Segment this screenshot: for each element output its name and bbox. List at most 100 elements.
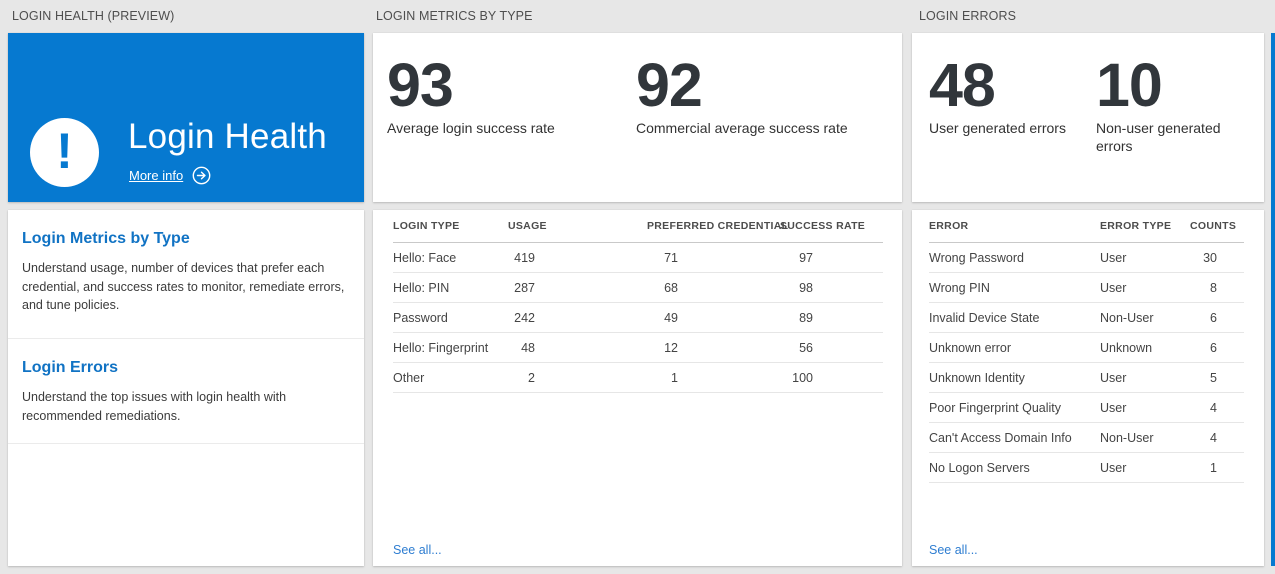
cell-error: Invalid Device State <box>929 310 1040 325</box>
table-row: Wrong Password User 30 <box>929 243 1244 273</box>
section-header-login-metrics-by-type: LOGIN METRICS BY TYPE <box>376 9 533 23</box>
metric-value: 92 <box>636 51 703 119</box>
cell-error: Poor Fingerprint Quality <box>929 400 1062 415</box>
cell-counts: 8 <box>1210 280 1217 295</box>
table-row: Unknown Identity User 5 <box>929 363 1244 393</box>
login-health-detail-panel: Login Metrics by Type Understand usage, … <box>8 210 364 566</box>
aspect-login-errors: Login Errors Understand the top issues w… <box>8 339 364 444</box>
cell-success-rate: 89 <box>799 310 813 325</box>
column-header-error-type: ERROR TYPE <box>1100 220 1172 232</box>
cell-success-rate: 56 <box>799 340 813 355</box>
cell-error: Wrong PIN <box>929 280 990 295</box>
cell-counts: 6 <box>1210 340 1217 355</box>
metric-value: 48 <box>929 51 996 119</box>
exclamation-glyph: ! <box>56 122 73 179</box>
table-row: Hello: Face 419 71 97 <box>393 243 883 273</box>
cell-counts: 5 <box>1210 370 1217 385</box>
adjacent-tile-edge <box>1271 33 1275 566</box>
table-row: Wrong PIN User 8 <box>929 273 1244 303</box>
cell-error: Unknown Identity <box>929 370 1025 385</box>
exclamation-icon: ! <box>30 118 99 187</box>
column-header-success-rate: SUCCESS RATE <box>780 220 866 232</box>
cell-success-rate: 100 <box>792 370 813 385</box>
cell-counts: 4 <box>1210 430 1217 445</box>
cell-error-type: User <box>1100 250 1127 265</box>
column-header-usage: USAGE <box>508 220 547 232</box>
cell-success-rate: 98 <box>799 280 813 295</box>
table-row: Can't Access Domain Info Non-User 4 <box>929 423 1244 453</box>
more-info-row: More info <box>129 166 211 185</box>
cell-error-type: Non-User <box>1100 310 1154 325</box>
metric-non-user-generated-errors: 10 Non-user generated errors <box>1096 55 1246 202</box>
login-errors-summary-card: 48 User generated errors 10 Non-user gen… <box>912 33 1264 202</box>
aspect-body-login-metrics: Understand usage, number of devices that… <box>22 261 345 312</box>
cell-usage: 2 <box>528 370 535 385</box>
table-row: Password 242 49 89 <box>393 303 883 333</box>
metric-average-login-success-rate: 93 Average login success rate <box>387 55 636 202</box>
cell-error-type: User <box>1100 460 1127 475</box>
table-row: Invalid Device State Non-User 6 <box>929 303 1244 333</box>
see-all-link[interactable]: See all... <box>393 543 442 557</box>
cell-error: Unknown error <box>929 340 1011 355</box>
see-all-link[interactable]: See all... <box>929 543 978 557</box>
cell-usage: 419 <box>514 250 535 265</box>
login-metrics-summary-card: 93 Average login success rate 92 Commerc… <box>373 33 902 202</box>
cell-preferred-credential: 68 <box>664 280 678 295</box>
cell-error-type: User <box>1100 280 1127 295</box>
cell-preferred-credential: 71 <box>664 250 678 265</box>
cell-counts: 6 <box>1210 310 1217 325</box>
login-health-tile[interactable]: ! Login Health More info <box>8 33 364 202</box>
cell-login-type: Password <box>393 310 448 325</box>
section-header-login-health: LOGIN HEALTH (PREVIEW) <box>12 9 175 23</box>
aspect-body-login-errors: Understand the top issues with login hea… <box>22 390 287 423</box>
cell-counts: 1 <box>1210 460 1217 475</box>
metric-label: Average login success rate <box>387 120 555 136</box>
cell-preferred-credential: 49 <box>664 310 678 325</box>
aspect-title-login-errors[interactable]: Login Errors <box>22 359 119 376</box>
column-header-preferred-credential: PREFERRED CREDENTIAL <box>647 220 789 232</box>
cell-error: Wrong Password <box>929 250 1024 265</box>
table-row: Hello: PIN 287 68 98 <box>393 273 883 303</box>
more-info-link[interactable]: More info <box>129 168 184 183</box>
login-metrics-table: LOGIN TYPE USAGE PREFERRED CREDENTIAL SU… <box>373 210 902 393</box>
cell-success-rate: 97 <box>799 250 813 265</box>
metric-label: Commercial average success rate <box>636 120 848 136</box>
cell-counts: 30 <box>1203 250 1217 265</box>
arrow-right-circle-icon[interactable] <box>192 166 211 185</box>
login-errors-table-card: ERROR ERROR TYPE COUNTS Wrong Password U… <box>912 210 1264 566</box>
cell-error-type: Non-User <box>1100 430 1154 445</box>
table-header-row: ERROR ERROR TYPE COUNTS <box>929 210 1244 243</box>
cell-error: No Logon Servers <box>929 460 1030 475</box>
metric-label: User generated errors <box>929 120 1066 136</box>
cell-usage: 242 <box>514 310 535 325</box>
cell-login-type: Hello: Face <box>393 250 457 265</box>
table-row: No Logon Servers User 1 <box>929 453 1244 483</box>
login-errors-table: ERROR ERROR TYPE COUNTS Wrong Password U… <box>912 210 1264 483</box>
cell-preferred-credential: 12 <box>664 340 678 355</box>
column-header-login-type: LOGIN TYPE <box>393 220 460 232</box>
cell-login-type: Other <box>393 370 425 385</box>
table-header-row: LOGIN TYPE USAGE PREFERRED CREDENTIAL SU… <box>393 210 883 243</box>
aspect-title-login-metrics[interactable]: Login Metrics by Type <box>22 230 190 247</box>
section-header-login-errors: LOGIN ERRORS <box>919 9 1017 23</box>
metric-label: Non-user generated errors <box>1096 120 1221 155</box>
cell-preferred-credential: 1 <box>671 370 678 385</box>
metric-value: 93 <box>387 51 454 119</box>
cell-error-type: User <box>1100 370 1127 385</box>
table-row: Unknown error Unknown 6 <box>929 333 1244 363</box>
cell-usage: 48 <box>521 340 535 355</box>
cell-error: Can't Access Domain Info <box>929 430 1072 445</box>
column-header-error: ERROR <box>929 220 969 232</box>
cell-error-type: User <box>1100 400 1127 415</box>
table-row: Hello: Fingerprint 48 12 56 <box>393 333 883 363</box>
login-metrics-table-card: LOGIN TYPE USAGE PREFERRED CREDENTIAL SU… <box>373 210 902 566</box>
metric-user-generated-errors: 48 User generated errors <box>929 55 1096 202</box>
cell-counts: 4 <box>1210 400 1217 415</box>
cell-usage: 287 <box>514 280 535 295</box>
tile-title: Login Health <box>128 117 327 156</box>
table-row: Other 2 1 100 <box>393 363 883 393</box>
column-header-counts: COUNTS <box>1190 220 1237 232</box>
aspect-login-metrics-by-type: Login Metrics by Type Understand usage, … <box>8 210 364 339</box>
metric-value: 10 <box>1096 51 1163 119</box>
cell-login-type: Hello: Fingerprint <box>393 340 489 355</box>
